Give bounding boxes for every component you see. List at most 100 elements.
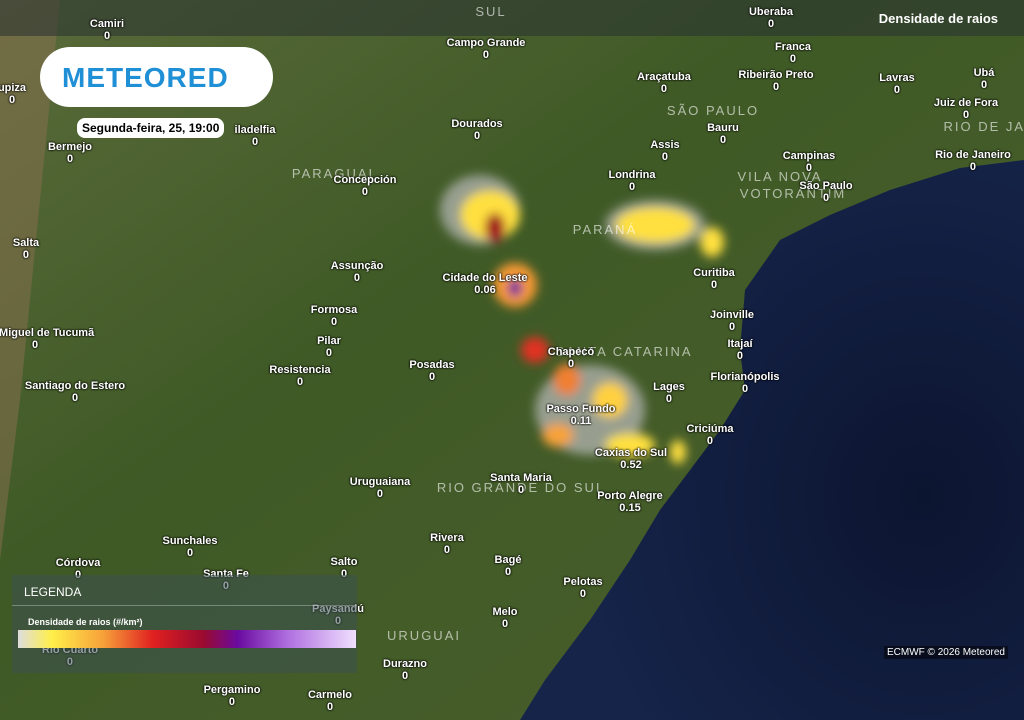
city-value: 0 [296,376,304,388]
logo[interactable]: METEORED [62,62,229,93]
city-value: 0 [517,484,525,496]
city-value: 0 [103,30,111,42]
city-name: Pelotas [563,576,603,588]
legend-subtitle: Densidade de raios (#/km²) [28,617,143,627]
city-name: Córdova [55,557,101,569]
city-name: São Paulo [799,180,853,192]
city-label: iladelfia 0 [235,124,276,148]
city-name: Ribeirão Preto [738,69,814,81]
city-value: 0 [767,18,775,30]
region-label: URUGUAI [387,628,461,643]
city-value: 0 [330,316,338,328]
city-name: Lages [653,381,685,393]
city-label: Bermejo 0 [48,141,92,165]
city-value: 0 [482,49,490,61]
city-name: Campinas [782,150,836,162]
city-name: Bermejo [47,141,93,153]
region-label: SANTA CATARINA [555,344,693,359]
city-label: Ubá 0 [974,67,995,91]
city-label: Salta 0 [13,237,39,261]
city-name: Pilar [317,335,341,347]
city-name: Dourados [451,118,503,130]
region-label: VOTORANTIM [739,186,847,201]
city-label: Melo 0 [492,606,517,630]
city-label: Lages 0 [653,381,685,405]
city-label: Itajaí 0 [727,338,752,362]
city-label: Posadas 0 [409,359,454,383]
city-label: Passo Fundo 0.11 [546,403,615,427]
city-value: 0.11 [570,415,592,427]
city-name: Posadas [409,359,455,371]
region-label: SUL [475,4,507,19]
city-name: Ubá [973,67,995,79]
city-label: Santa Maria 0 [490,472,552,496]
city-label: Uberaba 0 [749,6,793,30]
city-name: Uberaba [748,6,794,18]
city-value: 0 [628,181,636,193]
city-value: 0 [353,272,361,284]
city-value: 0 [805,162,813,174]
city-value: 0 [401,670,409,682]
city-value: 0 [326,701,334,713]
city-value: 0 [710,279,718,291]
city-name: Rio de Janeiro [935,149,1011,161]
city-value: 0 [969,161,977,173]
city-label: Campo Grande 0 [447,37,526,61]
city-value: 0 [660,83,668,95]
city-label: Dourados 0 [451,118,502,142]
city-name: Londrina [608,169,656,181]
city-value: 0 [772,81,780,93]
city-value: 0 [361,186,369,198]
city-label: upiza 0 [0,82,26,106]
city-name: Uruguaiana [349,476,411,488]
city-name: Carmelo [307,689,353,701]
city-label: Bagé 0 [495,554,522,578]
region-label: VILA NOVA [737,169,823,184]
top-bar: Densidade de raios [0,0,1024,36]
city-name: Salta [12,237,40,249]
city-name: Bagé [494,554,522,566]
city-value: 0 [741,383,749,395]
city-name: Caxias do Sul [594,447,668,459]
city-value: 0 [822,192,830,204]
city-value: 0 [228,696,236,708]
city-name: Melo [492,606,518,618]
city-label: Cidade do Leste 0.06 [443,272,528,296]
city-name: Durazno [383,658,427,670]
city-value: 0 [665,393,673,405]
city-value: 0 [428,371,436,383]
city-label: Curitiba 0 [693,267,735,291]
city-name: São Miguel de Tucumã [0,327,95,339]
city-name: Rivera [430,532,464,544]
legend-scale [18,630,356,648]
city-value: 0 [736,350,744,362]
city-label: Juiz de Fora 0 [934,97,998,121]
city-label: Carmelo 0 [308,689,352,713]
city-label: Bauru 0 [707,122,739,146]
city-name: Chapecó [547,346,595,358]
city-name: Concepción [333,174,397,186]
city-value: 0 [706,435,714,447]
attribution: ECMWF © 2026 Meteored [884,646,1008,659]
city-value: 0 [22,249,30,261]
city-name: Florianópolis [710,371,780,383]
city-label: Joinville 0 [710,309,754,333]
city-value: 0 [31,339,39,351]
city-name: Cidade do Leste [442,272,528,284]
city-value: 0 [66,153,74,165]
city-label: Pergamino 0 [204,684,261,708]
city-name: Santa Maria [490,472,552,484]
city-label: Criciúma 0 [686,423,733,447]
city-value: 0 [71,392,79,404]
city-label: Araçatuba 0 [637,71,691,95]
city-value: 0 [728,321,736,333]
layer-title[interactable]: Densidade de raios [878,11,998,26]
city-label: Santiago do Estero 0 [25,380,125,404]
city-value: 0 [376,488,384,500]
city-name: Resistencia [269,364,331,376]
city-value: 0 [340,568,348,580]
city-label: Salto 0 [331,556,358,580]
city-name: Criciúma [686,423,734,435]
region-label: PARAGUAI [291,166,375,181]
